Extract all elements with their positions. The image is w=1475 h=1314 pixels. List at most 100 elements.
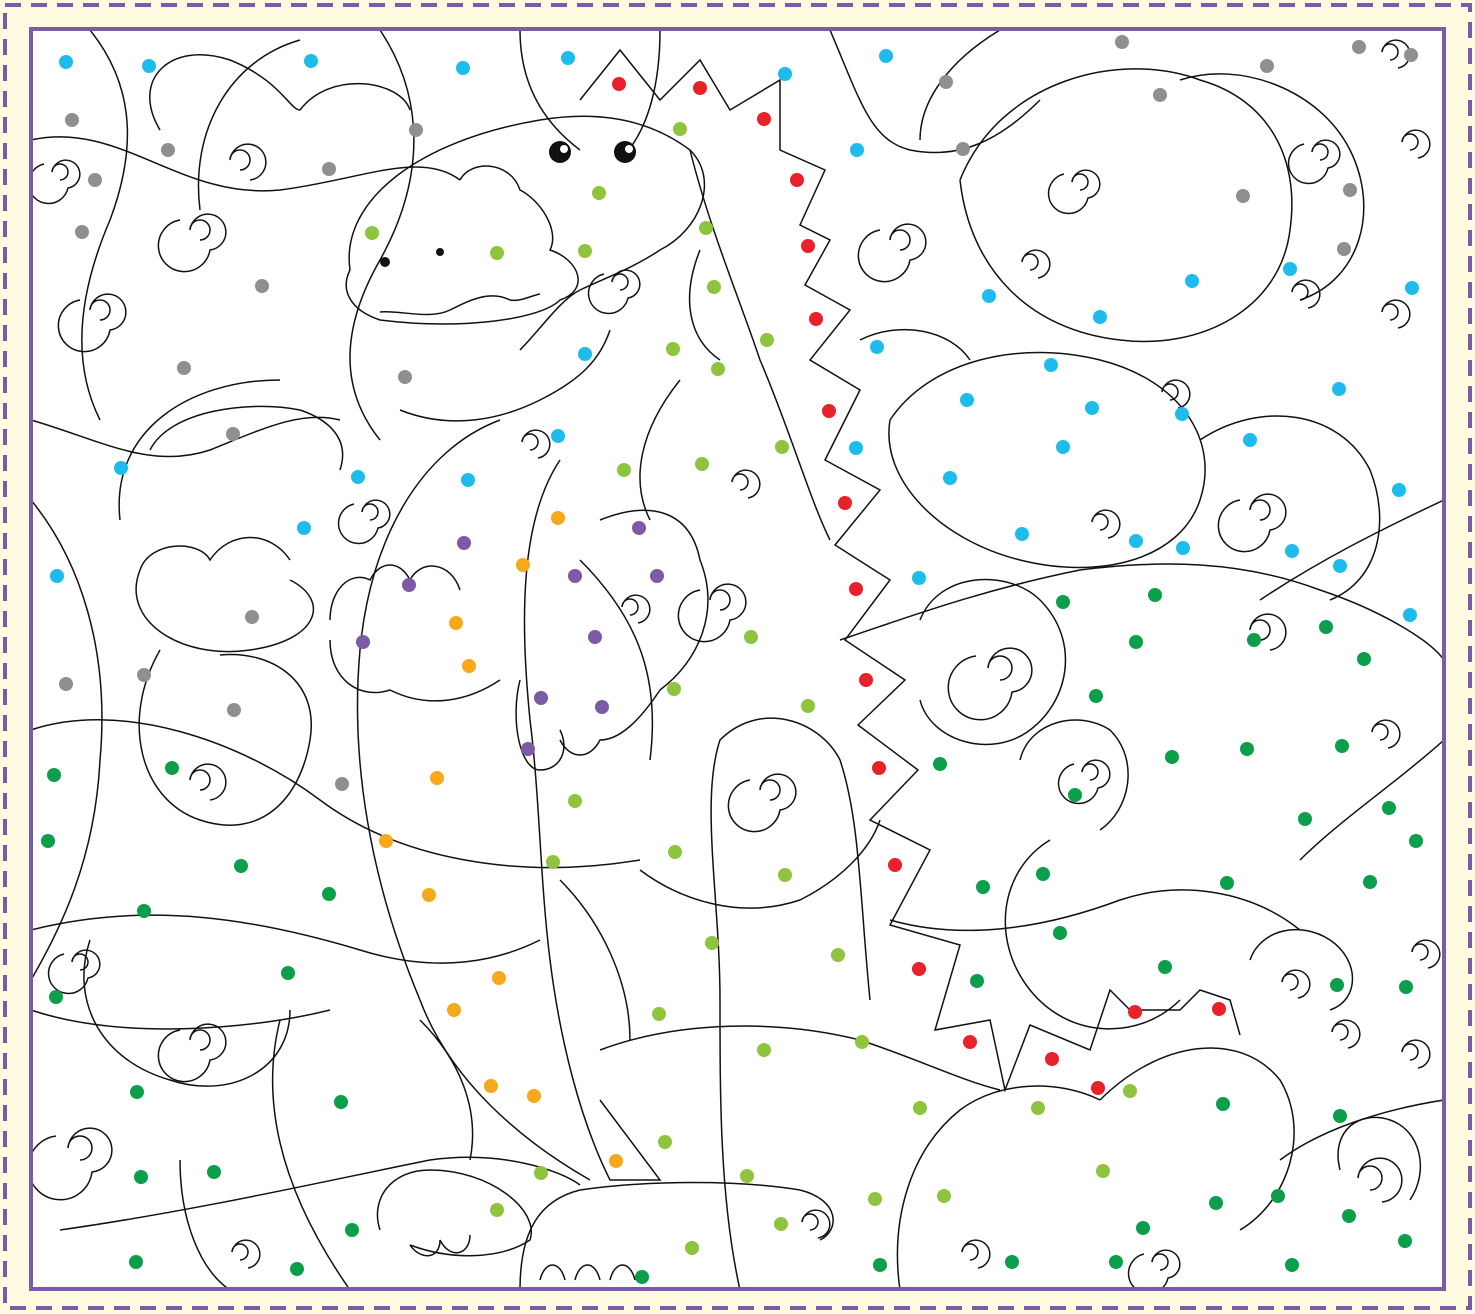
gray-dot bbox=[245, 610, 259, 624]
blue-dot bbox=[1403, 608, 1417, 622]
line-art bbox=[33, 31, 1442, 1287]
dino-back-leg bbox=[710, 717, 871, 1287]
blue-dot bbox=[1392, 483, 1406, 497]
region-line bbox=[33, 1009, 331, 1030]
red-dot bbox=[809, 312, 823, 326]
green-dot bbox=[873, 1258, 887, 1272]
region-line bbox=[519, 31, 581, 151]
blue-dot bbox=[1176, 541, 1190, 555]
lime-dot bbox=[1031, 1101, 1045, 1115]
lime-dot bbox=[365, 226, 379, 240]
gray-dot bbox=[226, 427, 240, 441]
blue-dot bbox=[297, 521, 311, 535]
purple-dot bbox=[534, 691, 548, 705]
region-line bbox=[688, 249, 721, 361]
gray-dot bbox=[939, 75, 953, 89]
green-dot bbox=[281, 966, 295, 980]
region-line bbox=[33, 914, 541, 964]
green-dot bbox=[1158, 960, 1172, 974]
green-dot bbox=[1136, 1221, 1150, 1235]
blue-dot bbox=[142, 59, 156, 73]
red-dot bbox=[1128, 1005, 1142, 1019]
green-dot bbox=[134, 1170, 148, 1184]
dino-head-outline bbox=[348, 115, 706, 351]
gray-dot bbox=[177, 361, 191, 375]
lime-dot bbox=[667, 682, 681, 696]
region-line bbox=[896, 1085, 1101, 1287]
red-dot bbox=[790, 173, 804, 187]
green-dot bbox=[1165, 750, 1179, 764]
green-dot bbox=[1319, 620, 1333, 634]
green-dot bbox=[129, 1255, 143, 1269]
gray-dot bbox=[1343, 183, 1357, 197]
gray-dot bbox=[1236, 189, 1250, 203]
blue-dot bbox=[551, 429, 565, 443]
dashed-border bbox=[3, 3, 1472, 1310]
gray-dot bbox=[1352, 40, 1366, 54]
red-dot bbox=[801, 239, 815, 253]
red-dot bbox=[963, 1035, 977, 1049]
gray-dot bbox=[161, 143, 175, 157]
red-dot bbox=[872, 761, 886, 775]
region-line bbox=[1179, 73, 1365, 301]
dino-nostril bbox=[436, 248, 444, 256]
red-dot bbox=[1212, 1002, 1226, 1016]
purple-dot bbox=[402, 578, 416, 592]
lime-dot bbox=[652, 1007, 666, 1021]
dino-eyes bbox=[380, 141, 636, 267]
green-dot bbox=[290, 1262, 304, 1276]
blue-dot bbox=[59, 55, 73, 69]
lime-dot bbox=[705, 936, 719, 950]
green-dot bbox=[1220, 876, 1234, 890]
gray-dot bbox=[335, 777, 349, 791]
gray-dot bbox=[227, 703, 241, 717]
blue-dot bbox=[304, 54, 318, 68]
lime-dot bbox=[801, 699, 815, 713]
purple-dot bbox=[521, 742, 535, 756]
green-dot bbox=[137, 904, 151, 918]
lime-dot bbox=[831, 948, 845, 962]
region-line bbox=[197, 39, 301, 211]
lime-dot bbox=[937, 1189, 951, 1203]
blue-dot bbox=[578, 347, 592, 361]
dino-tail-2 bbox=[889, 889, 1301, 932]
region-line bbox=[118, 379, 281, 521]
dino-neck-back bbox=[689, 149, 831, 541]
green-dot bbox=[1363, 875, 1377, 889]
purple-dot bbox=[568, 569, 582, 583]
green-dot bbox=[1271, 1189, 1285, 1203]
green-dot bbox=[1399, 980, 1413, 994]
blue-dot bbox=[456, 61, 470, 75]
gray-dot bbox=[956, 142, 970, 156]
lime-dot bbox=[740, 1169, 754, 1183]
lime-dot bbox=[490, 1203, 504, 1217]
region-line bbox=[81, 31, 129, 421]
orange-dot bbox=[551, 511, 565, 525]
green-dot bbox=[165, 761, 179, 775]
region-line bbox=[559, 879, 631, 1041]
gray-dot bbox=[1404, 48, 1418, 62]
green-dot bbox=[635, 1270, 649, 1284]
dino-leg-claws bbox=[515, 679, 565, 771]
lime-dot bbox=[546, 855, 560, 869]
gray-dot bbox=[322, 162, 336, 176]
orange-dot bbox=[492, 971, 506, 985]
lime-dot bbox=[775, 440, 789, 454]
gray-dot bbox=[88, 173, 102, 187]
lime-dot bbox=[534, 1166, 548, 1180]
purple-dot bbox=[650, 569, 664, 583]
region-line bbox=[149, 405, 344, 471]
lime-dot bbox=[490, 246, 504, 260]
orange-dot bbox=[422, 888, 436, 902]
orange-dot bbox=[430, 771, 444, 785]
lime-dot bbox=[913, 1101, 927, 1115]
green-dot bbox=[207, 1165, 221, 1179]
region-line bbox=[139, 536, 291, 571]
region-line bbox=[1249, 928, 1354, 1011]
blue-dot bbox=[960, 393, 974, 407]
blue-dot bbox=[1044, 358, 1058, 372]
orange-dot bbox=[516, 558, 530, 572]
red-dot bbox=[859, 673, 873, 687]
